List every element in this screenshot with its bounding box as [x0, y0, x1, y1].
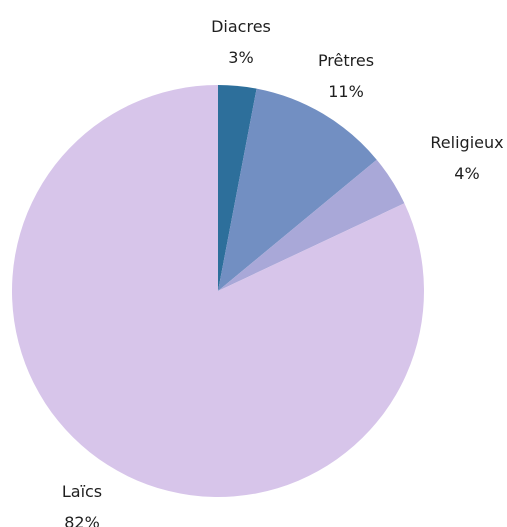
slice-label-name: Diacres	[211, 17, 271, 36]
slice-label-value: 3%	[228, 48, 253, 67]
slice-label-value: 4%	[454, 164, 479, 183]
slice-label-value: 82%	[64, 513, 100, 527]
pie-slice-diacres	[218, 85, 257, 291]
pie-slice-laics	[11, 85, 424, 498]
pie-slices	[11, 85, 424, 498]
pie-labels: Diacres 3% Prêtres 11% Religieux 4% Laïcs 82%	[62, 17, 504, 527]
pie-slice-pretres	[218, 88, 377, 292]
slice-label-name: Prêtres	[318, 51, 374, 70]
pie-slice-religieux	[218, 159, 405, 291]
slice-label-name: Laïcs	[62, 482, 102, 501]
slice-label-value: 11%	[328, 82, 364, 101]
slice-label-name: Religieux	[430, 133, 503, 152]
